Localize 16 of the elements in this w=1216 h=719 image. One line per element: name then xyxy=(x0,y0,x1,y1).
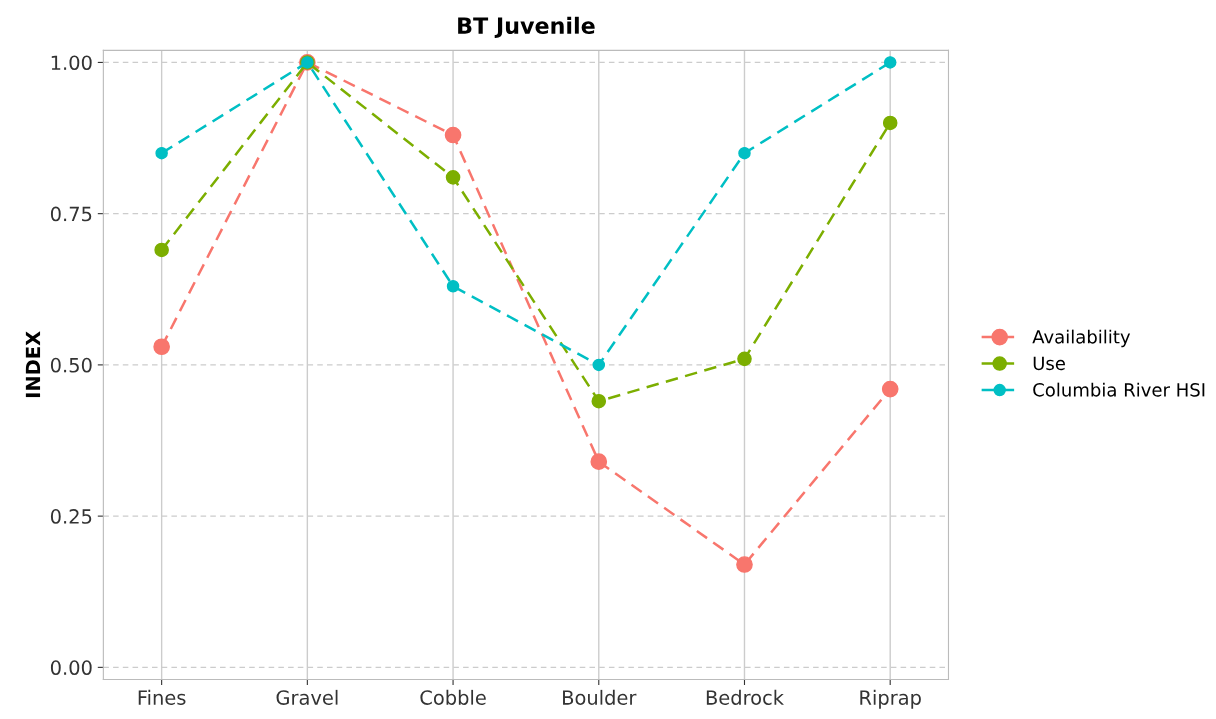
y-tick-label: 1.00 xyxy=(51,55,92,71)
y-tick-label: 0.75 xyxy=(50,206,92,222)
x-tick-label: Fines xyxy=(138,689,186,705)
legend-label: Use xyxy=(1033,356,1065,371)
x-tick-label: Gravel xyxy=(276,689,338,705)
x-tick-label: Boulder xyxy=(563,689,637,705)
y-tick-label: 0.00 xyxy=(50,660,92,676)
y-tick-label: 0.25 xyxy=(50,509,92,524)
legend-label: Columbia River HSI xyxy=(1033,382,1205,397)
x-tick-label: Riprap xyxy=(860,689,921,709)
x-tick-label: Cobble xyxy=(420,689,486,705)
y-axis-title: INDEX xyxy=(25,331,41,398)
x-tick-label: Bedrock xyxy=(706,689,784,705)
legend-label: Availability xyxy=(1032,329,1131,348)
y-tick-label: 0.50 xyxy=(50,357,92,373)
chart-title: BT Juvenile xyxy=(458,16,595,39)
